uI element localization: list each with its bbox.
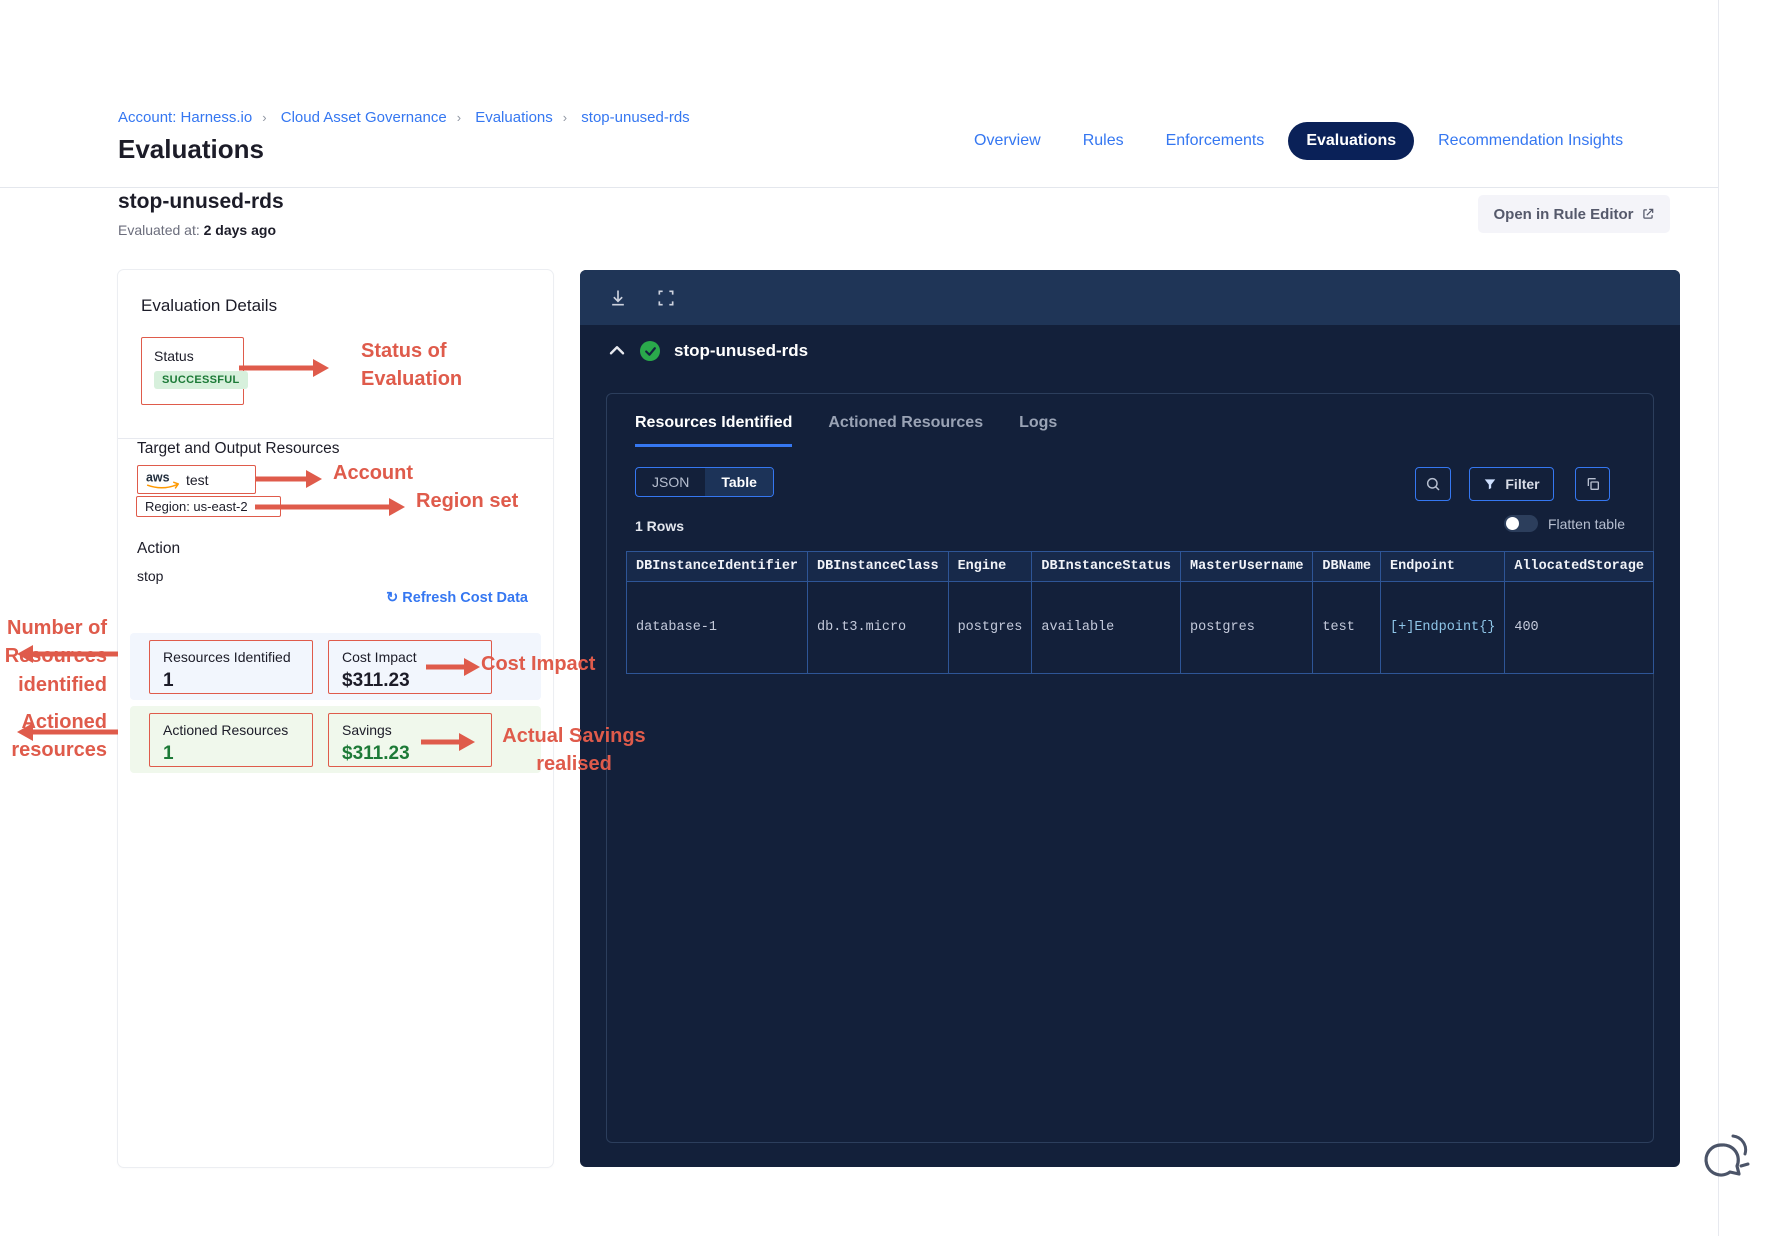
svg-text:aws: aws: [146, 470, 170, 484]
